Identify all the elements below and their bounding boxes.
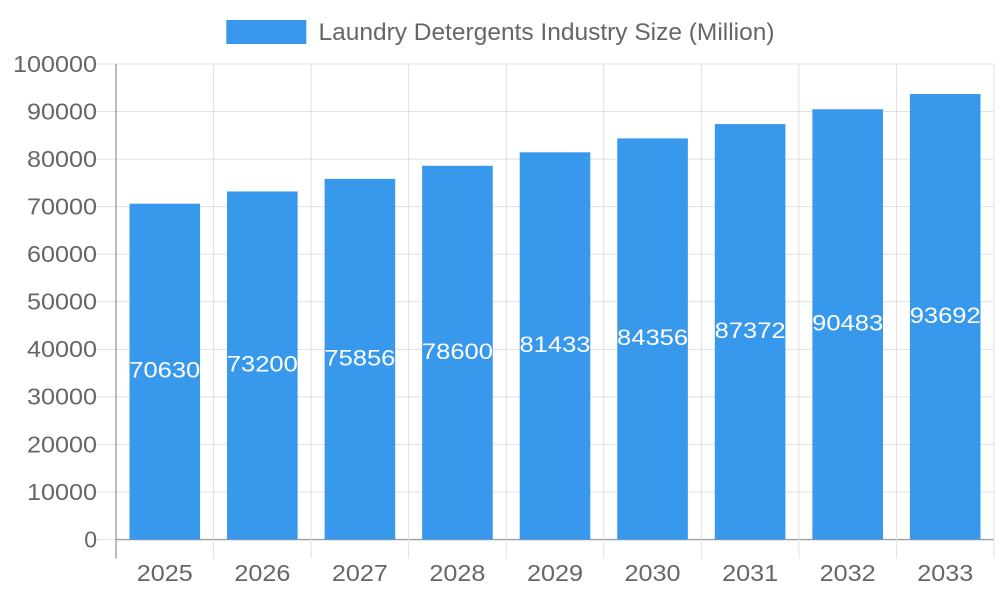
- svg-text:0: 0: [84, 526, 97, 552]
- svg-text:73200: 73200: [227, 352, 298, 377]
- svg-text:93692: 93692: [910, 303, 981, 328]
- svg-text:90000: 90000: [27, 98, 97, 124]
- svg-text:78600: 78600: [422, 339, 493, 364]
- svg-text:81433: 81433: [520, 332, 591, 357]
- svg-text:75856: 75856: [324, 345, 395, 370]
- svg-text:70000: 70000: [27, 193, 97, 219]
- svg-text:2031: 2031: [722, 560, 778, 586]
- svg-text:30000: 30000: [27, 384, 97, 410]
- svg-text:10000: 10000: [27, 479, 97, 505]
- svg-text:2033: 2033: [917, 560, 973, 586]
- svg-text:2030: 2030: [625, 560, 681, 586]
- svg-text:2029: 2029: [527, 560, 583, 586]
- svg-text:100000: 100000: [13, 51, 97, 77]
- svg-text:80000: 80000: [27, 146, 97, 172]
- svg-text:2027: 2027: [332, 560, 388, 586]
- svg-text:50000: 50000: [27, 289, 97, 315]
- svg-text:70630: 70630: [129, 358, 200, 383]
- svg-text:20000: 20000: [27, 431, 97, 457]
- svg-text:2028: 2028: [429, 560, 485, 586]
- svg-text:2026: 2026: [234, 560, 290, 586]
- svg-text:87372: 87372: [715, 318, 786, 343]
- svg-text:2025: 2025: [137, 560, 193, 586]
- svg-text:90483: 90483: [812, 311, 883, 336]
- svg-text:2032: 2032: [820, 560, 876, 586]
- svg-text:84356: 84356: [617, 325, 688, 350]
- svg-text:Laundry Detergents Industry Si: Laundry Detergents Industry Size (Millio…: [319, 19, 775, 46]
- svg-text:60000: 60000: [27, 241, 97, 267]
- svg-text:40000: 40000: [27, 336, 97, 362]
